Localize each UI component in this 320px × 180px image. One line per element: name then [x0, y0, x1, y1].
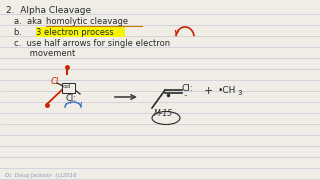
Text: movement: movement — [14, 49, 75, 58]
Text: Cl:: Cl: — [65, 94, 76, 103]
Text: c.  use half arrows for single electron: c. use half arrows for single electron — [14, 39, 170, 48]
Text: +: + — [204, 86, 213, 96]
Text: Cl:: Cl: — [182, 84, 194, 93]
FancyBboxPatch shape — [62, 83, 75, 93]
FancyBboxPatch shape — [36, 27, 124, 37]
Text: •CH: •CH — [218, 86, 236, 95]
Text: homolytic cleavage: homolytic cleavage — [46, 17, 128, 26]
Text: αd: αd — [63, 84, 71, 89]
Text: M-15: M-15 — [154, 109, 173, 118]
Text: b.: b. — [14, 28, 27, 37]
Text: · ·: · · — [65, 101, 72, 107]
Text: 3: 3 — [237, 90, 242, 96]
Text: ··: ·· — [183, 93, 188, 99]
Text: Dr. Doug Jackson  (c)2016: Dr. Doug Jackson (c)2016 — [5, 173, 76, 178]
Text: Cl: Cl — [51, 77, 59, 86]
Text: 3 electron process: 3 electron process — [36, 28, 114, 37]
Text: a.  aka: a. aka — [14, 17, 44, 26]
Text: 2.  Alpha Cleavage: 2. Alpha Cleavage — [6, 6, 91, 15]
